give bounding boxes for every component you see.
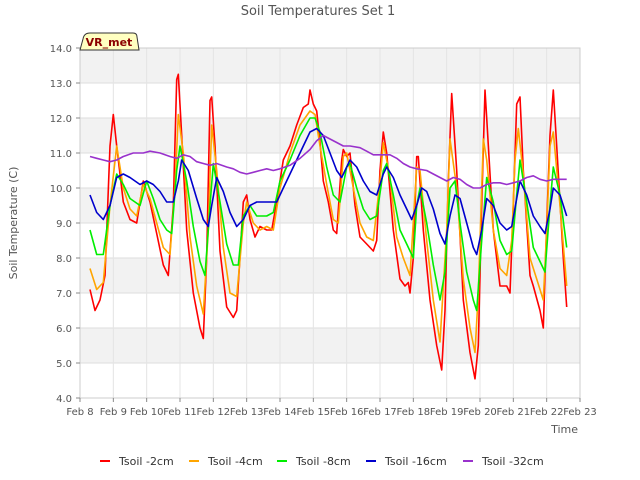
y-tick-label: 6.0 [56,324,72,335]
x-tick-label: Feb 23 [563,407,597,418]
plot-band [80,118,580,153]
y-tick-label: 8.0 [56,254,72,265]
series-line-tsoil-4cm [89,110,568,354]
x-tick-label: Feb 16 [330,407,364,418]
series-line-tsoil-16cm [89,127,568,256]
legend-label: Tsoil -4cm [207,455,263,468]
legend-label: Tsoil -16cm [384,455,447,468]
y-tick-label: 7.0 [56,289,72,300]
x-tick-label: Feb 15 [297,407,331,418]
x-tick-label: Feb 9 [100,407,127,418]
y-tick-label: 11.0 [50,149,72,160]
station-badge-label: VR_met [86,36,133,49]
x-tick-label: Feb 21 [497,407,531,418]
x-tick-label: Feb 14 [263,407,297,418]
x-tick-label: Feb 13 [230,407,264,418]
x-tick-label: Feb 11 [163,407,197,418]
series-layer [89,73,568,380]
legend-label: Tsoil -8cm [295,455,351,468]
y-tick-label: 12.0 [50,114,72,125]
series-line-tsoil-32cm [89,134,567,189]
legend-label: Tsoil -32cm [481,455,544,468]
x-tick-label: Feb 22 [530,407,564,418]
y-tick-label: 4.0 [56,394,72,405]
legend-item: Tsoil -2cm [100,455,174,468]
legend-label: Tsoil -2cm [118,455,174,468]
legend-item: Tsoil -4cm [189,455,263,468]
x-axis-label: Time [550,423,578,436]
x-tick-label: Feb 17 [363,407,397,418]
y-axis-ticks: 4.0 5.0 6.0 7.0 8.0 9.0 10.0 11.0 12.0 13.0 14.0 [50,44,80,405]
legend-item: Tsoil -16cm [366,455,447,468]
x-tick-label: Feb 18 [397,407,431,418]
plot-band [80,48,580,83]
plot-band [80,293,580,328]
legend-item: Tsoil -8cm [277,455,351,468]
legend-item: Tsoil -32cm [463,455,544,468]
chart-title: Soil Temperatures Set 1 [241,4,396,19]
x-tick-label: Feb 10 [130,407,164,418]
y-tick-label: 5.0 [56,359,72,370]
y-axis-label: Soil Temperature (C) [7,167,20,280]
x-tick-label: Feb 19 [430,407,464,418]
x-tick-label: Feb 8 [66,407,93,418]
y-tick-label: 9.0 [56,219,72,230]
y-tick-label: 10.0 [50,184,72,195]
y-tick-label: 13.0 [50,79,72,90]
plot-band [80,363,580,398]
y-tick-label: 14.0 [50,44,72,55]
plot-band [80,328,580,363]
legend: Tsoil -2cm Tsoil -4cm Tsoil -8cm Tsoil -16c… [100,455,544,468]
x-axis-ticks: Feb 8 Feb 9 Feb 10 Feb 11 Feb 12 Feb 13 Feb 14… [66,398,597,418]
x-tick-label: Feb 20 [463,407,497,418]
station-badge: VR_met [79,32,140,51]
plot-band [80,83,580,118]
x-tick-label: Feb 12 [197,407,231,418]
plot-band [80,258,580,293]
